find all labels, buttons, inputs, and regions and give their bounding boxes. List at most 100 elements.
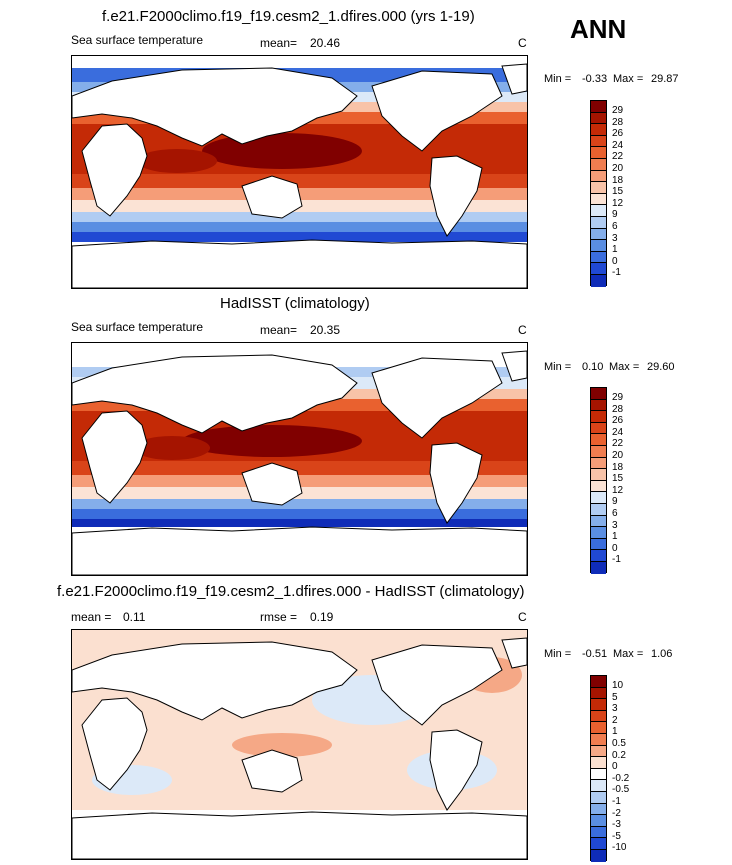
panel-2-cb-cell-5 (591, 445, 606, 458)
panel-3-land-south-america (429, 729, 483, 811)
panel-3-land-greenland (501, 637, 527, 669)
panel-2-cb-cell-6 (591, 457, 606, 470)
panel-2-cb-tick: 29 (612, 392, 624, 403)
panel-3-landmasses (72, 637, 527, 859)
panel-2-cb-tick: 22 (612, 438, 624, 450)
panel-1-cb-tick: 22 (612, 151, 624, 163)
panel-1-cb-cell-0 (591, 101, 606, 113)
panel-3-cb-cell-8 (591, 768, 606, 781)
panel-1-cb-tick: 18 (612, 174, 624, 186)
panel-1-cb-tick: 24 (612, 139, 624, 151)
panel-3-min-value: -0.51 (582, 648, 608, 660)
panel-3-max-label: Max = (613, 648, 644, 660)
panel-2-indian-warm (134, 436, 210, 460)
panel-1-cb-cell-3 (591, 135, 606, 148)
panel-1-land-australia (241, 175, 303, 219)
panel-1-cb-tick: 6 (612, 221, 618, 232)
panel-2-cb-cell-1 (591, 399, 606, 412)
panel-3-cb-cell-15 (591, 849, 606, 862)
panel-2-land-africa (81, 410, 148, 504)
panel-1-cb-tick: -1 (612, 267, 621, 279)
panel-3-rmse-value: 0.19 (310, 610, 334, 624)
panel-1-cb-tick: 12 (612, 197, 624, 209)
panel-2-cb-tick: 26 (612, 415, 624, 427)
panel-1-cb-cell-8 (591, 193, 606, 206)
panel-1-cb-cell-7 (591, 182, 606, 194)
panel-1-warm-pool (202, 133, 362, 169)
panel-3-colorbar-box (590, 675, 607, 862)
panel-1-cb-cell-15 (591, 274, 606, 287)
panel-2-cb-cell-2 (591, 411, 606, 423)
panel-2-title: HadISST (climatology) (220, 295, 370, 312)
panel-2-land-north-america (371, 357, 503, 439)
panel-3-map (71, 629, 528, 860)
panel-1-variable-label: Sea surface temperature (71, 33, 204, 47)
panel-1-cb-tick: 26 (612, 128, 624, 140)
panel-2-cb-tick: 20 (612, 450, 624, 461)
panel-1-band-south-warm (72, 174, 527, 188)
panel-1-min-label: Min = (544, 73, 572, 85)
panel-2-map (71, 342, 528, 576)
panel-3-cb-cell-2 (591, 699, 606, 711)
panel-1-cb-tick: 9 (612, 209, 618, 221)
panel-2-land-eurasia (72, 354, 358, 434)
panel-1-land-south-america (429, 155, 483, 237)
panel-3-cb-tick: 10 (612, 680, 624, 691)
panel-3-cb-cell-0 (591, 676, 606, 688)
panel-1-cb-tick: 28 (612, 116, 624, 128)
panel-1-cb-cell-9 (591, 205, 606, 217)
panel-2-land-south-america (429, 442, 483, 524)
panel-1-land-eurasia (72, 67, 358, 147)
panel-1-cb-cell-10 (591, 216, 606, 229)
panel-1-land-greenland (501, 63, 527, 95)
panel-2-cb-cell-15 (591, 561, 606, 574)
panel-1-cb-tick: 3 (612, 232, 618, 244)
panel-2-cb-cell-7 (591, 469, 606, 481)
panel-1-cb-tick: 20 (612, 163, 624, 174)
panel-1-max-label: Max = (613, 73, 644, 85)
panel-3-mean-label: mean = (71, 610, 112, 624)
panel-3-cb-cell-9 (591, 780, 606, 792)
panel-1-units: C (518, 36, 527, 50)
panel-2-mean-label: mean= (260, 323, 298, 337)
panel-2-land-greenland (501, 350, 527, 382)
panel-3-cb-tick: -10 (612, 842, 627, 854)
panel-1-cb-cell-14 (591, 263, 606, 275)
panel-3-cb-cell-5 (591, 733, 606, 746)
panel-3-rmse-label: rmse = (260, 610, 298, 624)
panel-2-cb-cell-3 (591, 422, 606, 435)
panel-2-band-south-cold (72, 499, 527, 509)
panel-1-cb-cell-5 (591, 158, 606, 171)
panel-2-cb-tick: 24 (612, 426, 624, 438)
panel-3-cb-cell-7 (591, 757, 606, 769)
panel-1-band-south-cold (72, 212, 527, 222)
panel-2-max-label: Max = (609, 361, 640, 373)
panel-1-cb-cell-12 (591, 240, 606, 252)
panel-3-cb-tick: 0.5 (612, 738, 626, 749)
panel-1-cb-cell-1 (591, 112, 606, 125)
panel-1-cb-tick: 29 (612, 105, 624, 116)
panel-3-land-australia (241, 749, 303, 793)
panel-2-landmasses (72, 350, 527, 575)
panel-3-cb-cell-11 (591, 803, 606, 816)
panel-2-units: C (518, 323, 527, 337)
panel-2-cb-tick: 0 (612, 542, 618, 554)
panel-3-cb-cell-13 (591, 826, 606, 839)
panel-3-cb-tick: 0 (612, 761, 618, 773)
panel-3-max-value: 1.06 (651, 648, 673, 660)
panel-3-mean-value: 0.11 (123, 610, 146, 624)
panel-2-cb-cell-14 (591, 550, 606, 562)
panel-2-min-value: 0.10 (582, 361, 604, 373)
panel-3-cb-tick: -3 (612, 819, 621, 831)
panel-3-land-antarctica-coast (72, 811, 527, 859)
panel-2-cb-cell-11 (591, 515, 606, 528)
panel-3-cb-tick: 3 (612, 703, 618, 715)
panel-2-cb-tick: 9 (612, 496, 618, 508)
panel-1-colorbar-box (590, 100, 607, 287)
panel-2-band-south-warm (72, 461, 527, 475)
panel-3-cb-tick: 5 (612, 691, 618, 703)
panel-1-cb-cell-6 (591, 170, 606, 183)
panel-1-cb-cell-2 (591, 124, 606, 136)
panel-2-mean-value: 20.35 (310, 323, 341, 337)
panel-2-colorbar-box (590, 387, 607, 574)
